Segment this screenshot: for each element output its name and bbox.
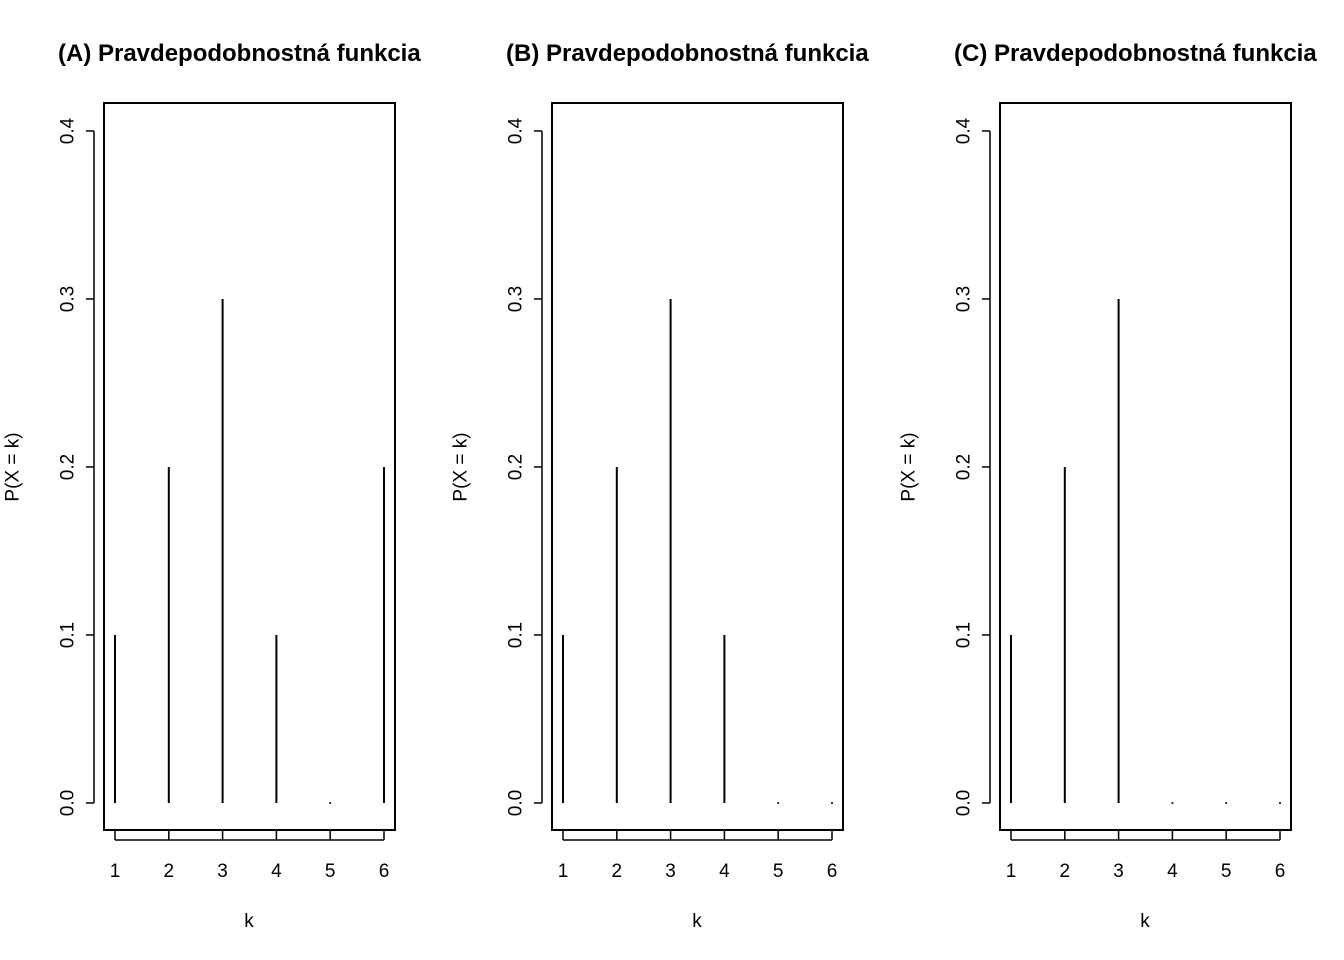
y-axis-label: P(X = k) [3,432,24,501]
x-tick-label: 5 [325,861,336,882]
x-tick-label: 3 [665,861,676,882]
y-tick-label: 0.0 [58,790,79,816]
x-tick-label: 2 [612,861,623,882]
y-axis-label: P(X = k) [451,432,472,501]
y-tick-label: 0.1 [506,622,527,648]
x-tick-label: 5 [773,861,784,882]
x-tick-label: 2 [1060,861,1071,882]
x-tick-label: 1 [558,861,569,882]
x-tick-label: 3 [1113,861,1124,882]
x-tick-label: 3 [217,861,228,882]
chart-panel: (A) Pravdepodobnostná funkcia0.00.10.20.… [3,40,422,932]
chart-title: (A) Pravdepodobnostná funkcia [58,40,421,67]
x-tick-label: 5 [1221,861,1232,882]
y-tick-label: 0.0 [506,790,527,816]
x-tick-label: 6 [1275,861,1286,882]
x-tick-label: 1 [1006,861,1017,882]
bar [1225,802,1228,804]
y-tick-label: 0.4 [506,117,527,144]
y-axis: 0.0 0.1 0.2 0.3 0.4 P(X = k) [451,117,543,816]
bar [329,802,332,804]
y-tick-label: 0.3 [954,286,975,312]
x-tick-label: 4 [1167,861,1178,882]
y-tick-label: 0.3 [506,286,527,312]
y-tick-label: 0.2 [58,454,79,480]
x-axis-label: k [692,911,702,932]
y-tick-label: 0.1 [954,622,975,648]
x-tick-label: 4 [719,861,730,882]
y-tick-label: 0.4 [58,117,79,144]
x-axis: 1 2 3 4 5 6 k [110,830,390,932]
chart-title: (C) Pravdepodobnostná funkcia [954,40,1317,67]
y-tick-label: 0.2 [506,454,527,480]
x-tick-label: 4 [271,861,282,882]
y-tick-label: 0.4 [954,117,975,144]
bar-series [562,299,833,804]
y-tick-label: 0.2 [954,454,975,480]
y-tick-label: 0.1 [58,622,79,648]
plot-frame [999,102,1292,831]
bar [1171,802,1174,804]
bar [1279,802,1281,804]
x-axis-label: k [1140,911,1150,932]
chart-title: (B) Pravdepodobnostná funkcia [506,40,869,67]
x-axis: 1 2 3 4 5 6 k [1006,830,1286,932]
y-axis: 0.0 0.1 0.2 0.3 0.4 P(X = k) [899,117,991,816]
x-tick-label: 1 [110,861,121,882]
x-tick-label: 6 [827,861,838,882]
bar-series [114,299,385,804]
x-tick-label: 6 [379,861,390,882]
plot-frame [103,102,396,831]
chart-panel: (B) Pravdepodobnostná funkcia0.00.10.20.… [451,40,870,932]
y-axis: 0.0 0.1 0.2 0.3 0.4 P(X = k) [3,117,95,816]
x-axis: 1 2 3 4 5 6 k [558,830,838,932]
y-axis-label: P(X = k) [899,432,920,501]
x-axis-label: k [244,911,254,932]
chart-panel: (C) Pravdepodobnostná funkcia0.00.10.20.… [899,40,1318,932]
y-tick-label: 0.0 [954,790,975,816]
bar [831,802,833,804]
bar-series [1010,299,1281,804]
x-tick-label: 2 [164,861,175,882]
plot-frame [551,102,844,831]
y-tick-label: 0.3 [58,286,79,312]
bar [777,802,780,804]
